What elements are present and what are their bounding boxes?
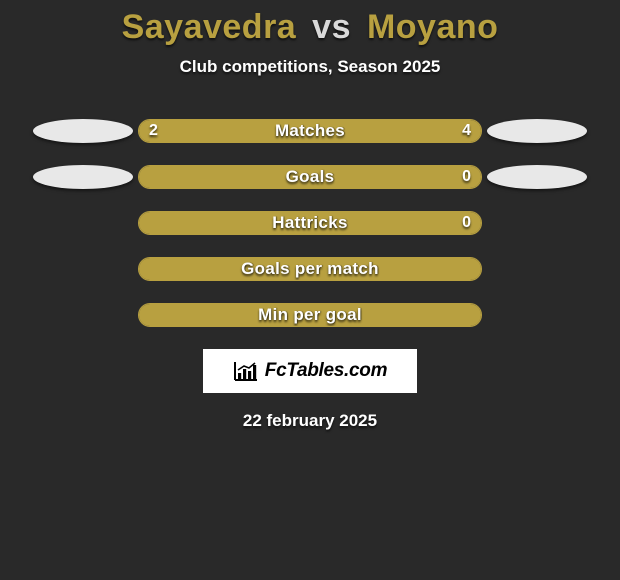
stat-label: Goals bbox=[139, 166, 481, 188]
player2-badge bbox=[487, 165, 587, 189]
player2-badge-slot bbox=[482, 161, 592, 193]
player2-badge-slot bbox=[482, 299, 592, 331]
date-text: 22 february 2025 bbox=[0, 411, 620, 431]
chart-icon bbox=[233, 360, 259, 382]
stat-row: 0Hattricks bbox=[0, 211, 620, 235]
stat-rows: 24Matches 0Goals 0Hattricks Goals per match… bbox=[0, 119, 620, 327]
vs-text: vs bbox=[312, 8, 351, 46]
stat-row: Goals per match bbox=[0, 257, 620, 281]
player1-badge-slot bbox=[28, 207, 138, 239]
stat-bar: 0Goals bbox=[138, 165, 482, 189]
stat-bar: 0Hattricks bbox=[138, 211, 482, 235]
source-logo[interactable]: FcTables.com bbox=[203, 349, 417, 393]
player2-badge-slot bbox=[482, 207, 592, 239]
stat-bar: Goals per match bbox=[138, 257, 482, 281]
stat-label: Goals per match bbox=[139, 258, 481, 280]
player2-badge bbox=[487, 119, 587, 143]
stat-bar: 24Matches bbox=[138, 119, 482, 143]
player1-name: Sayavedra bbox=[122, 8, 297, 46]
player2-badge-slot bbox=[482, 115, 592, 147]
player1-badge-slot bbox=[28, 161, 138, 193]
subtitle: Club competitions, Season 2025 bbox=[0, 57, 620, 77]
stat-label: Matches bbox=[139, 120, 481, 142]
player1-badge-slot bbox=[28, 115, 138, 147]
stat-row: 24Matches bbox=[0, 119, 620, 143]
player1-badge-slot bbox=[28, 299, 138, 331]
player2-badge-slot bbox=[482, 253, 592, 285]
stat-bar: Min per goal bbox=[138, 303, 482, 327]
player1-badge-slot bbox=[28, 253, 138, 285]
player2-name: Moyano bbox=[367, 8, 498, 46]
stat-row: Min per goal bbox=[0, 303, 620, 327]
stat-label: Min per goal bbox=[139, 304, 481, 326]
player1-badge bbox=[33, 119, 133, 143]
player1-badge bbox=[33, 165, 133, 189]
comparison-title: Sayavedra vs Moyano bbox=[0, 0, 620, 47]
stat-row: 0Goals bbox=[0, 165, 620, 189]
stat-label: Hattricks bbox=[139, 212, 481, 234]
logo-text: FcTables.com bbox=[265, 360, 387, 382]
